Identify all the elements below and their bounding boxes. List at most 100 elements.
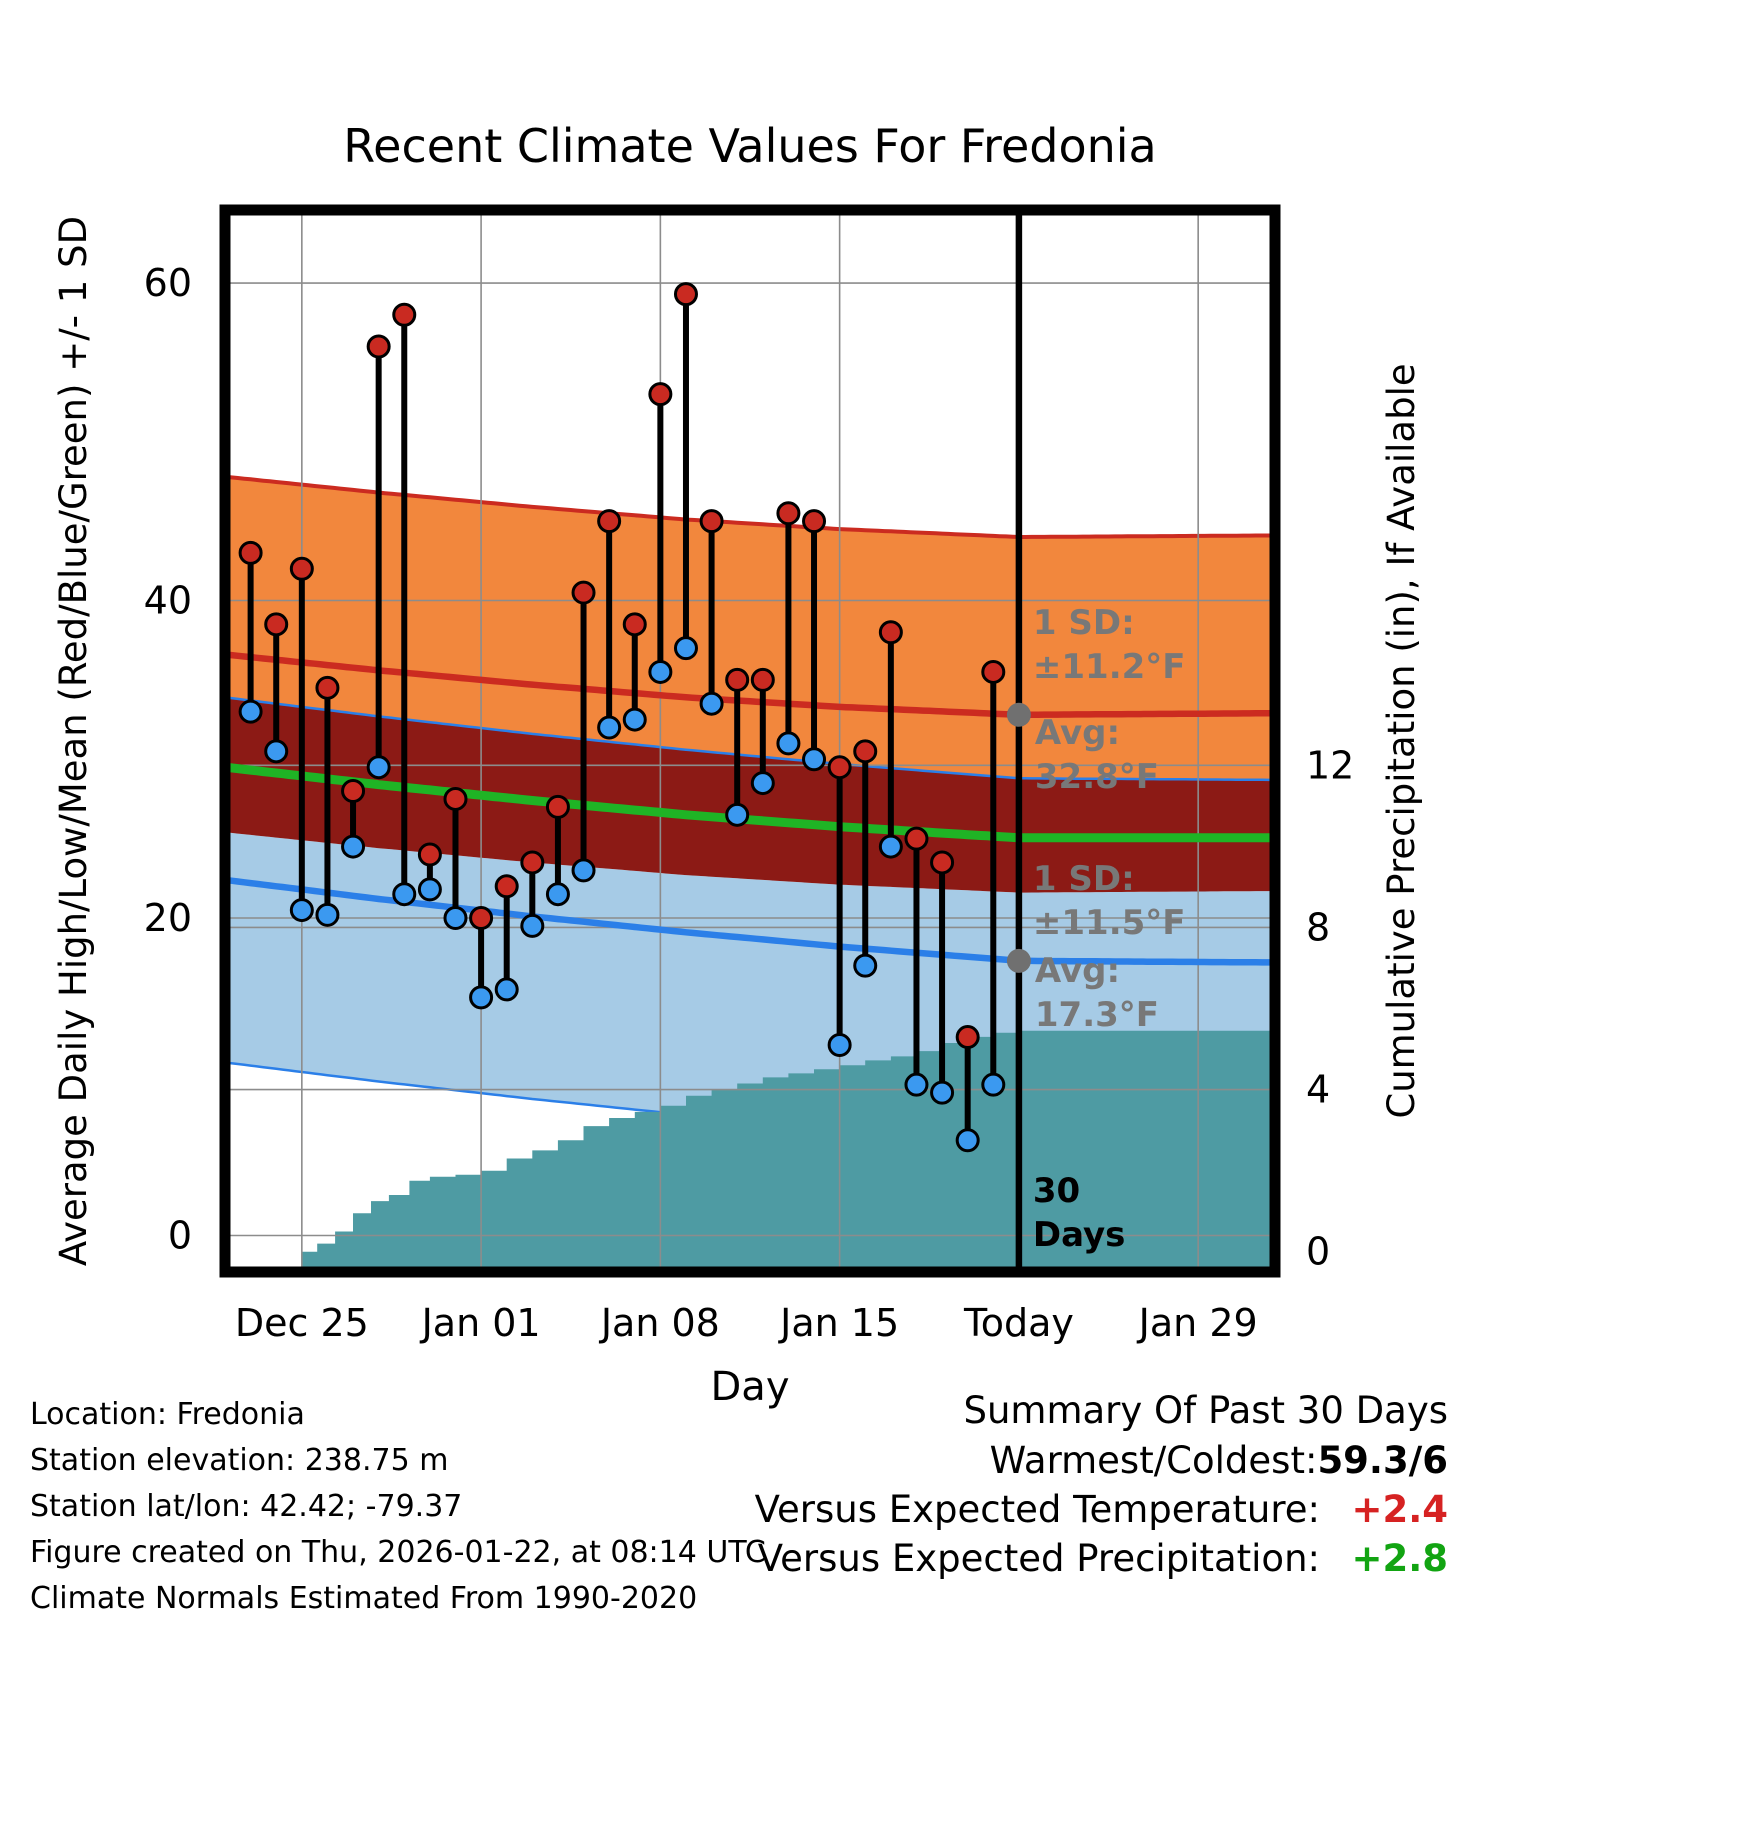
low-dot <box>802 747 827 772</box>
low-dot <box>827 1032 852 1057</box>
low-dot <box>597 715 622 740</box>
x-tick-label: Dec 25 <box>235 1301 369 1345</box>
low-dot <box>392 882 417 907</box>
metadata-line-elevation: Station elevation: 238.75 m <box>30 1443 449 1478</box>
high-dot <box>981 659 1006 684</box>
high-dot <box>750 667 775 692</box>
high-dot <box>264 612 289 637</box>
low-dot <box>315 902 340 927</box>
overlap-band <box>225 697 1275 893</box>
annotation-text: 17.3°F <box>1035 995 1159 1035</box>
high-dot <box>955 1025 980 1050</box>
low-band-top-edge <box>224 696 1275 782</box>
plot-border <box>219 204 1281 1278</box>
metadata-line-normals: Climate Normals Estimated From 1990-2020 <box>30 1581 698 1616</box>
low-dot <box>289 898 314 923</box>
summary-row-vs-precipitation: Versus Expected Precipitation: +2.8 <box>755 1534 1448 1583</box>
low-dot <box>366 755 391 780</box>
low-dot <box>930 1080 955 1105</box>
summary-value: +2.4 <box>1351 1488 1448 1531</box>
low-dot <box>264 739 289 764</box>
annotation-text: 32.8°F <box>1035 757 1159 797</box>
high-dot <box>648 382 673 407</box>
high-dot <box>545 794 570 819</box>
summary-value: 59.3/6 <box>1317 1439 1448 1482</box>
metadata-line-location: Location: Fredonia <box>30 1397 305 1432</box>
summary-row-vs-temperature: Versus Expected Temperature: +2.4 <box>755 1485 1448 1534</box>
y-left-tick-label: 0 <box>168 1213 192 1257</box>
y-right-axis-label: Cumulative Precipitation (in), If Availa… <box>1380 363 1423 1118</box>
summary-title: Summary Of Past 30 Days <box>963 1389 1448 1432</box>
low-dot <box>520 913 545 938</box>
x-axis-label: Day <box>711 1364 790 1410</box>
high-dot <box>443 786 468 811</box>
summary-panel: Summary Of Past 30 Days Warmest/Coldest:… <box>755 1386 1448 1583</box>
y-left-tick-label: 60 <box>144 261 192 305</box>
high-dot <box>878 620 903 645</box>
high-dot <box>417 842 442 867</box>
annotation-text: Days <box>1033 1215 1126 1255</box>
summary-label: Warmest/Coldest: <box>989 1439 1318 1482</box>
low-dot <box>571 858 596 883</box>
y-right-tick-label: 0 <box>1306 1230 1330 1274</box>
x-tick-label: Jan 29 <box>1137 1301 1258 1345</box>
avg-high-marker <box>1006 702 1031 727</box>
high-dot <box>699 509 724 534</box>
high-dot <box>571 580 596 605</box>
high-temp-band <box>225 476 1275 780</box>
x-tick-label: Jan 01 <box>420 1301 541 1345</box>
low-dot <box>853 953 878 978</box>
low-dot <box>622 707 647 732</box>
mean-line <box>224 762 1275 843</box>
y-left-axis-label: Average Daily High/Low/Mean (Red/Blue/Gr… <box>52 216 95 1266</box>
high-dot <box>341 779 366 804</box>
high-dot <box>315 675 340 700</box>
y-left-tick-label: 40 <box>144 579 192 623</box>
low-dot <box>494 977 519 1002</box>
high-dot <box>392 302 417 327</box>
low-dot <box>648 659 673 684</box>
summary-label: Versus Expected Temperature: <box>754 1488 1320 1531</box>
y-right-tick-label: 12 <box>1306 743 1354 787</box>
low-dot <box>545 882 570 907</box>
high-dot <box>853 739 878 764</box>
low-dot <box>776 731 801 756</box>
y-left-tick-label: 20 <box>144 896 192 940</box>
y-right-tick-label: 4 <box>1306 1068 1330 1112</box>
high-dot <box>494 874 519 899</box>
high-dot <box>520 850 545 875</box>
metadata-line-latlon: Station lat/lon: 42.42; -79.37 <box>30 1489 463 1524</box>
annotation-text: ±11.2°F <box>1033 647 1186 687</box>
low-dot <box>904 1072 929 1097</box>
high-dot <box>673 282 698 307</box>
high-dot <box>802 509 827 534</box>
high-dot <box>904 826 929 851</box>
low-dot <box>443 906 468 930</box>
high-band-top-edge <box>224 474 1276 539</box>
y-right-tick-label: 8 <box>1306 905 1330 949</box>
summary-value: +2.8 <box>1351 1537 1448 1580</box>
summary-row-warmest-coldest: Warmest/Coldest: 59.3/6 <box>755 1436 1448 1485</box>
x-tick-label: Jan 08 <box>599 1301 720 1345</box>
high-dot <box>930 850 955 875</box>
low-dot <box>750 771 775 796</box>
high-dot <box>469 906 494 930</box>
high-dot <box>827 755 852 780</box>
summary-label: Versus Expected Precipitation: <box>757 1537 1320 1580</box>
low-dot <box>699 691 724 716</box>
avg-low-marker <box>1006 948 1031 973</box>
annotation-text: Avg: <box>1035 713 1120 753</box>
low-dot <box>955 1128 980 1153</box>
high-dot <box>238 540 263 565</box>
annotation-text: 1 SD: <box>1033 859 1135 899</box>
chart-title: Recent Climate Values For Fredonia <box>343 119 1156 173</box>
high-dot <box>366 334 391 359</box>
high-avg-line <box>224 651 1276 719</box>
low-dot <box>417 877 442 902</box>
annotation-text: ±11.5°F <box>1033 903 1186 943</box>
high-dot <box>622 612 647 637</box>
high-dot <box>776 501 801 526</box>
x-tick-label: Today <box>963 1301 1074 1345</box>
